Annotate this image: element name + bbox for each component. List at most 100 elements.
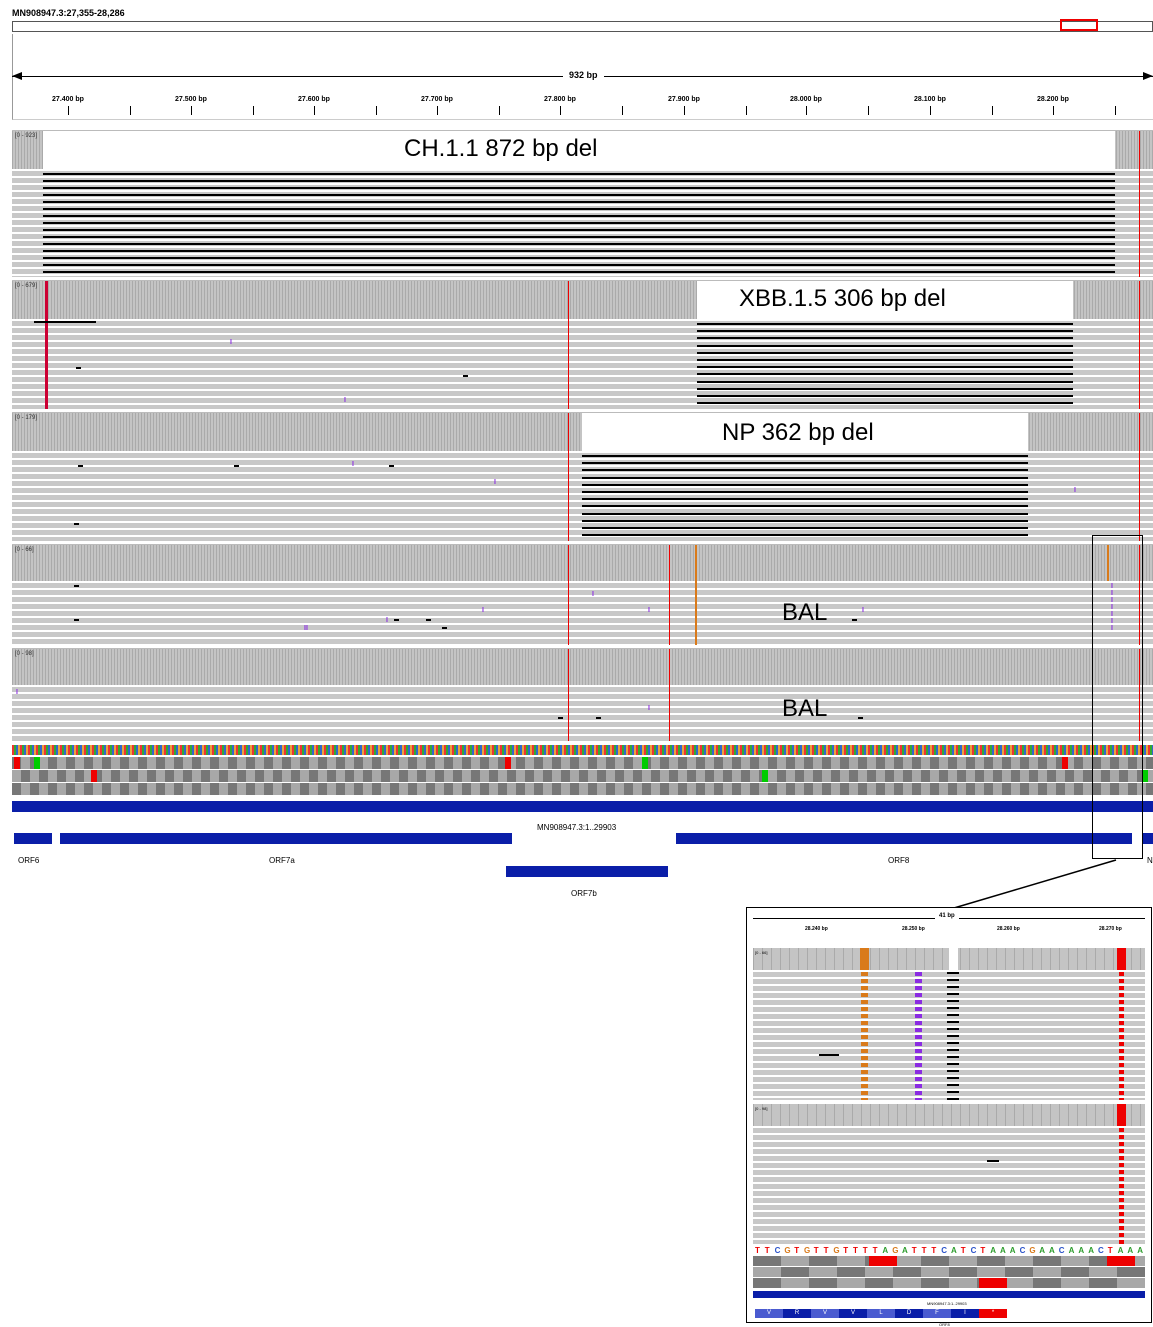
inset-base: C <box>941 1246 947 1255</box>
ruler-tick-label: 27.400 bp <box>52 96 84 103</box>
deletion-line <box>697 359 1073 361</box>
track-xbb[interactable]: [0 - 679] XBB.1.5 306 bp del I I <box>12 280 1153 410</box>
inset-base: T <box>911 1246 917 1255</box>
reads-bal-1 <box>12 583 1153 645</box>
deletion-line <box>43 229 1115 231</box>
deletion-line <box>582 476 1028 479</box>
reads-xbb <box>12 321 1153 409</box>
inset-base: G <box>892 1246 899 1255</box>
ruler-tick-mark <box>191 106 192 115</box>
inset-base: T <box>764 1246 770 1255</box>
deletion-line <box>697 402 1073 405</box>
coverage-range: [0 - 923] <box>15 133 38 139</box>
ruler-tick-mark <box>622 106 623 115</box>
ruler-tick-label: 27.600 bp <box>298 96 330 103</box>
deletion-line <box>43 264 1115 266</box>
deletion-line <box>582 505 1028 508</box>
translation-frame-2 <box>12 770 1153 782</box>
inset-base: T <box>931 1246 937 1255</box>
inset-base: T <box>794 1246 800 1255</box>
ruler-tick-label: 28.200 bp <box>1037 96 1069 103</box>
gene-orf7a[interactable] <box>60 833 512 844</box>
coverage-range: [0 - 66] <box>15 547 34 553</box>
inset-base: T <box>843 1246 849 1255</box>
deletion-line <box>43 187 1115 189</box>
deletion-line <box>697 323 1073 325</box>
ruler-tick-mark <box>314 106 315 115</box>
deletion-line <box>43 257 1115 259</box>
inset-base: G <box>784 1246 791 1255</box>
ruler-tick-label: 27.700 bp <box>421 96 453 103</box>
inset-base: T <box>960 1246 966 1255</box>
inset-base: A <box>990 1246 996 1255</box>
inset-base: G <box>1029 1246 1036 1255</box>
coverage-bal-2 <box>12 649 1153 685</box>
inset-base: A <box>1009 1246 1016 1255</box>
inset-base: T <box>823 1246 829 1255</box>
inset-base: C <box>970 1246 977 1255</box>
genome-bar[interactable] <box>12 801 1153 812</box>
track-bal-2[interactable]: [0 - 98] BAL I I <box>12 648 1153 742</box>
gene-orf6[interactable] <box>14 833 52 844</box>
gene-orf8[interactable] <box>676 833 1132 844</box>
inset-aa-cell: I <box>951 1309 979 1318</box>
coverage-range: [0 - 679] <box>15 283 38 289</box>
inset-base: A <box>1049 1246 1055 1255</box>
chromosome-ideogram[interactable] <box>12 21 1153 32</box>
inset-base: T <box>980 1246 986 1255</box>
inset-base: A <box>1078 1246 1085 1255</box>
gene-orf7b[interactable] <box>506 866 668 877</box>
deletion-line <box>582 498 1028 501</box>
inset-aa-cell: V <box>811 1309 839 1318</box>
inset-aa-cell: * <box>979 1309 1007 1318</box>
ruler-tick-label: 28.100 bp <box>914 96 946 103</box>
deletion-line <box>697 380 1073 383</box>
reads-bal-2 <box>12 687 1153 741</box>
inset-base: A <box>951 1246 957 1255</box>
inset-base: G <box>833 1246 840 1255</box>
deletion-line <box>582 491 1028 493</box>
locus-label[interactable]: MN908947.3:27,355-28,286 <box>12 8 125 18</box>
deletion-line <box>697 387 1073 390</box>
deletion-line <box>582 455 1028 457</box>
inset-base: A <box>902 1246 908 1255</box>
deletion-line <box>697 344 1073 347</box>
deletion-line <box>582 462 1028 465</box>
inset-translation-3 <box>753 1278 1145 1288</box>
deletion-line <box>697 330 1073 333</box>
inset-tick-0: 28.240 bp <box>805 926 828 932</box>
gene-label-orf6: ORF6 <box>18 856 40 865</box>
span-arrow-right-icon <box>1143 72 1153 80</box>
inset-base: C <box>1019 1246 1026 1255</box>
reference-sequence-track[interactable] <box>12 745 1153 755</box>
inset-reads-2 <box>753 1128 1145 1244</box>
track-np[interactable]: [0 - 179] NP 362 bp del I I I <box>12 412 1153 542</box>
track-ch11[interactable]: [0 - 923] CH.1.1 872 bp del <box>12 130 1153 278</box>
deletion-line <box>697 395 1073 397</box>
span-arrow-left-icon <box>12 72 22 80</box>
reads-np <box>12 453 1153 541</box>
gene-n[interactable] <box>1142 833 1153 844</box>
gene-label-orf7b: ORF7b <box>571 889 597 898</box>
inset-aa-cell: D <box>895 1309 923 1318</box>
inset-translation-2 <box>753 1267 1145 1277</box>
inset-base: A <box>1127 1246 1134 1255</box>
zoom-inset-panel[interactable]: 41 bp 28.240 bp 28.250 bp 28.260 bp 28.2… <box>746 907 1152 1327</box>
inset-coverage-2 <box>753 1104 1145 1126</box>
inset-base: T <box>1107 1246 1113 1255</box>
ruler-tick-mark <box>930 106 931 115</box>
deletion-line <box>43 243 1115 245</box>
span-label: 932 bp <box>563 70 604 80</box>
deletion-line <box>697 351 1073 354</box>
inset-aa-cell: R <box>783 1309 811 1318</box>
ruler-tick-mark <box>868 106 869 115</box>
ruler-tick-mark <box>253 106 254 115</box>
ruler-tick-mark <box>684 106 685 115</box>
inset-base: T <box>813 1246 819 1255</box>
ruler-tick-mark <box>1053 106 1054 115</box>
ruler-tick-label: 27.500 bp <box>175 96 207 103</box>
coverage-range: [0 - 179] <box>15 415 38 421</box>
inset-base: T <box>853 1246 858 1255</box>
deletion-line <box>697 337 1073 340</box>
